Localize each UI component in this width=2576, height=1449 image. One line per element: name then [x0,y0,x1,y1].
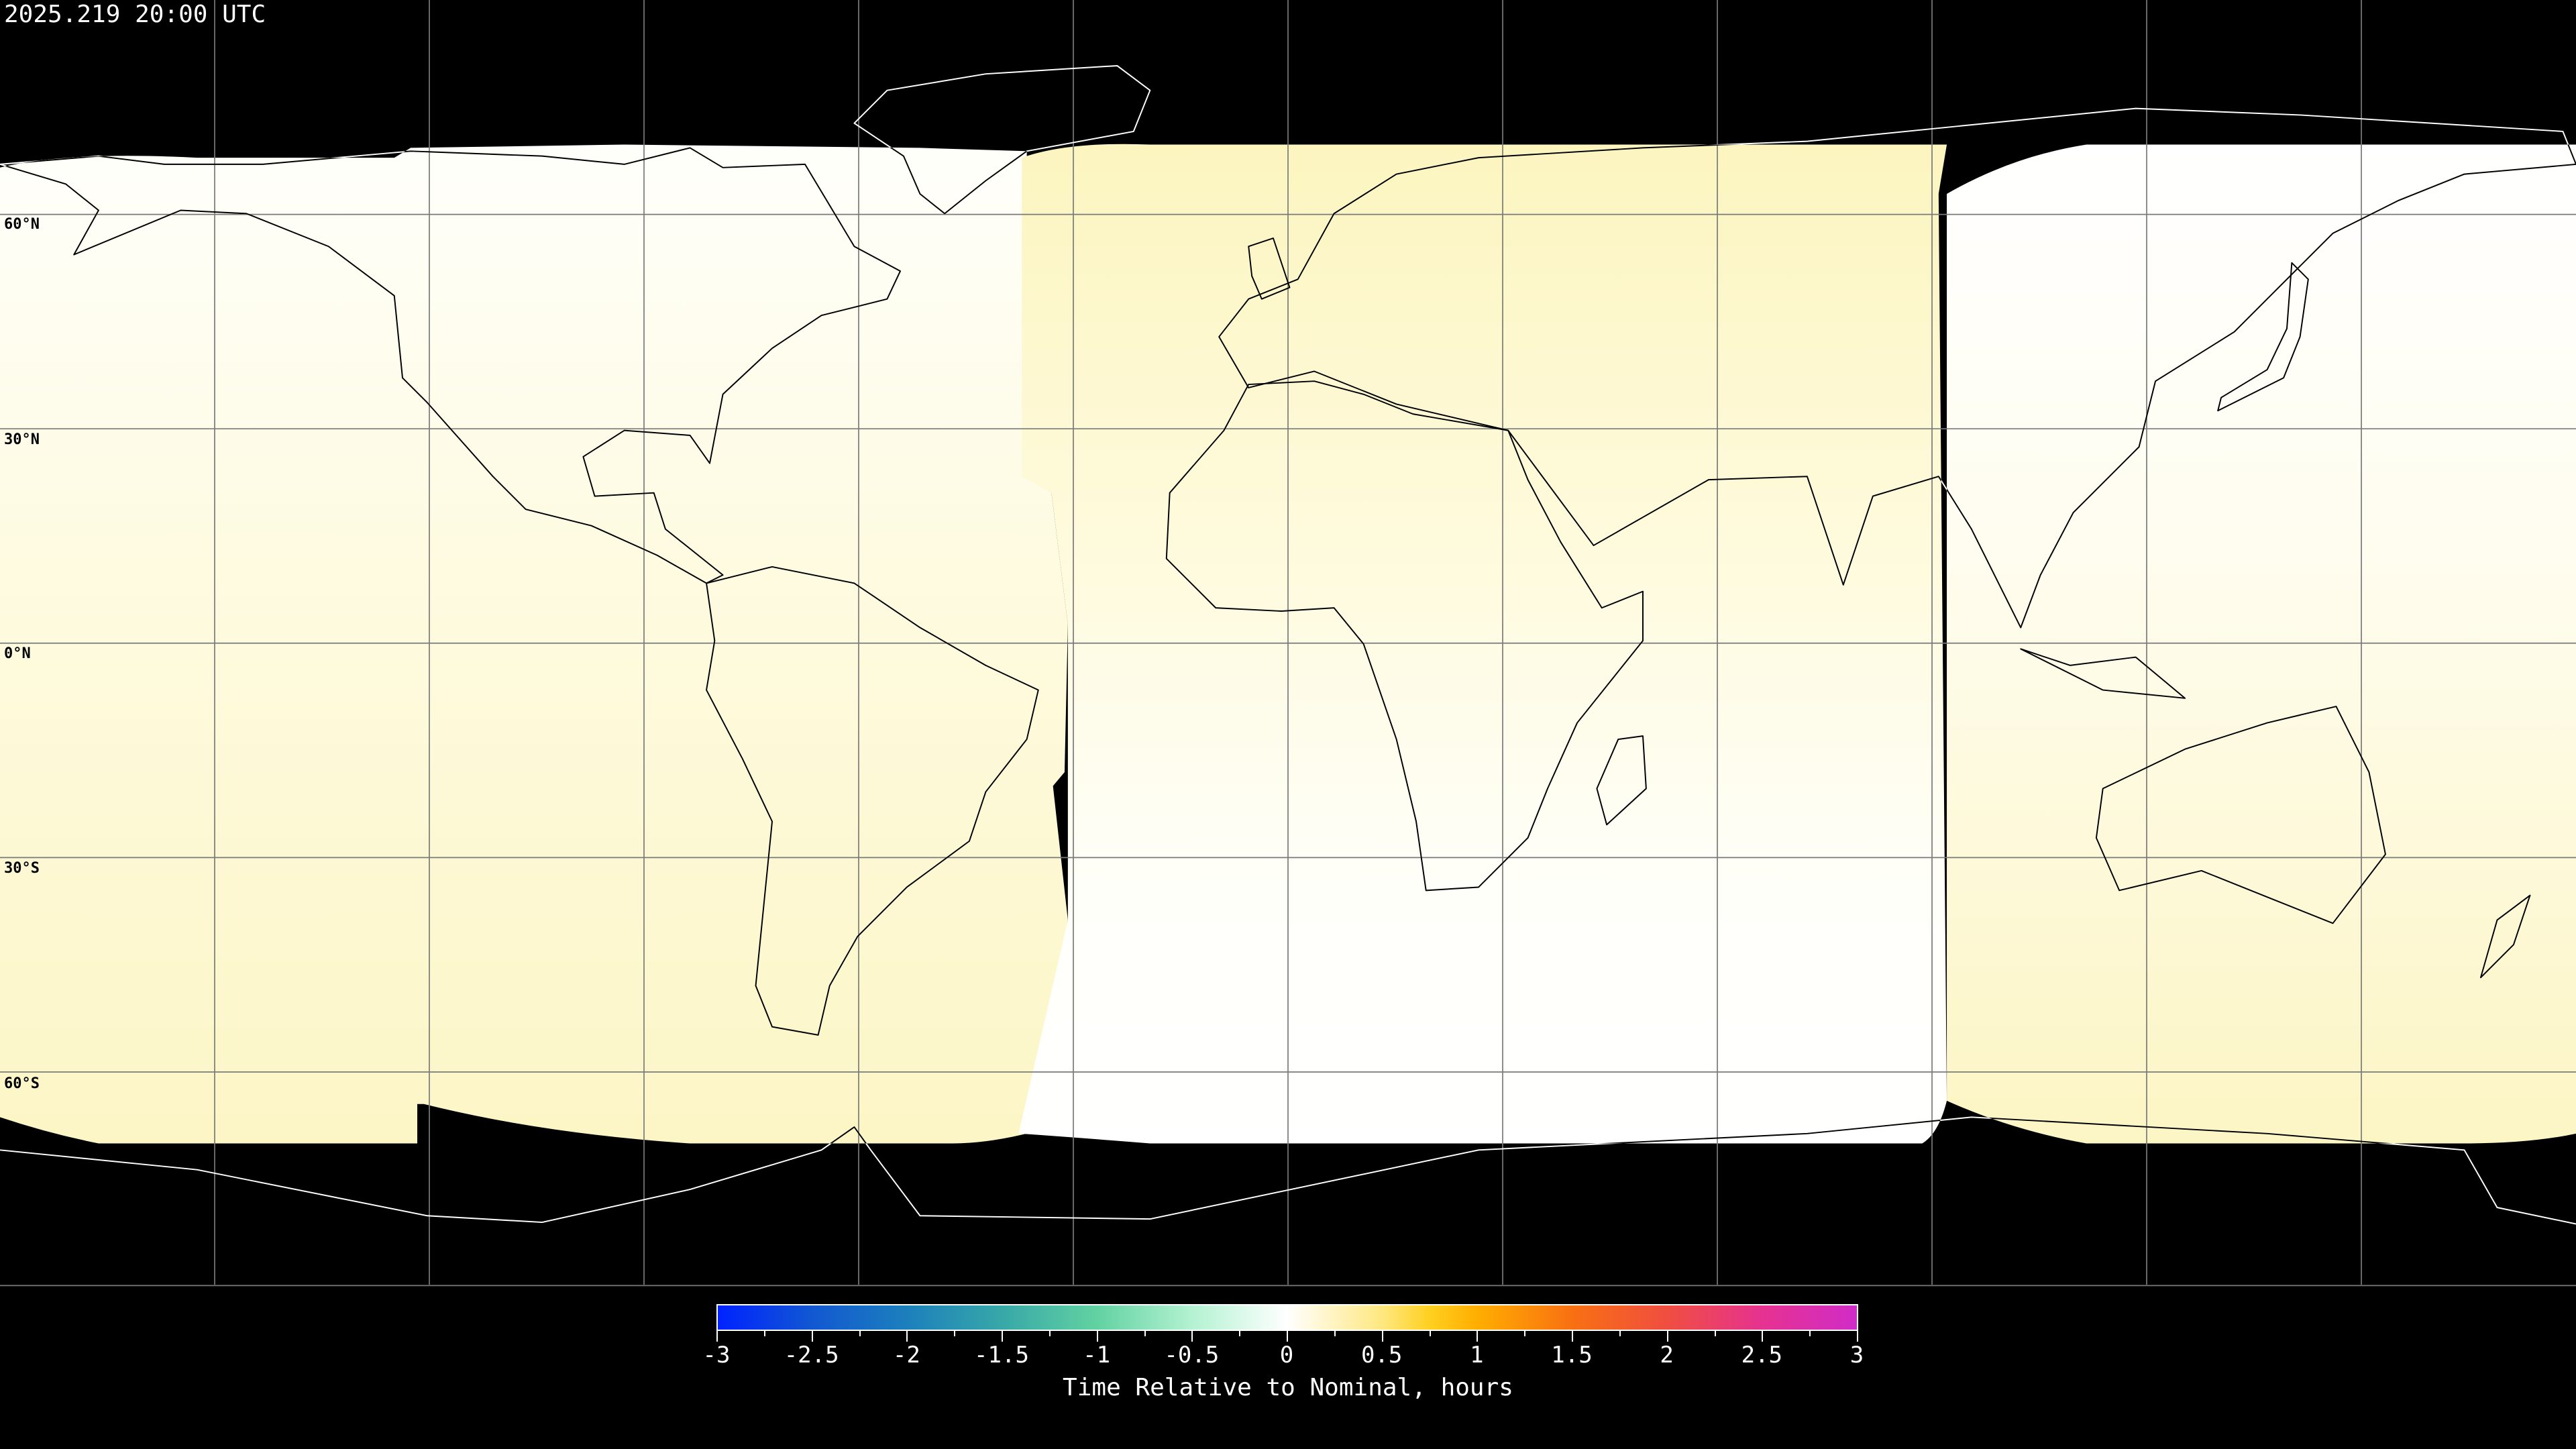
coastline-japan [2217,262,2309,412]
graticule [0,0,2576,1287]
colorbar-ticks: -3 -2.5 -2 -1.5 -1 -0.5 0 0.5 1 1.5 2 2.5 3 [703,1331,1864,1385]
colorbar-tick-label: 0 [1279,1342,1294,1368]
colorbar-tick-label: 0.5 [1360,1342,1403,1368]
colorbar-tick-label: 2.5 [1741,1342,1783,1368]
colorbar-major-tick [1572,1331,1573,1342]
colorbar-tick-label: 1.5 [1551,1342,1593,1368]
lat-label-60n: 60°N [4,216,40,233]
lat-label-30s: 30°S [4,860,40,877]
colorbar-major-tick [716,1331,718,1342]
coastline-madagascar [1596,735,1647,826]
colorbar-tick-label: -2 [892,1342,920,1368]
colorbar-major-tick [906,1331,908,1342]
timestamp-title: 2025.219 20:00 UTC [4,1,266,28]
coastline-south-america [706,566,1039,1036]
colorbar-major-tick [1666,1331,1668,1342]
colorbar-major-tick [1002,1331,1003,1342]
lat-label-60s: 60°S [4,1075,40,1092]
coastline-indonesia [2020,648,2186,699]
colorbar-major-tick [1287,1331,1288,1342]
colorbar-major-tick [1762,1331,1764,1342]
colorbar-minor-tick [763,1331,765,1336]
colorbar-major-tick [1477,1331,1479,1342]
colorbar-minor-tick [1334,1331,1336,1336]
coastline-australia [2095,706,2386,924]
colorbar-minor-tick [1714,1331,1716,1336]
coastline-africa [1165,380,1644,892]
colorbar-tick-label: -0.5 [1164,1342,1220,1368]
colorbar-minor-tick [1144,1331,1146,1336]
coastline-north-america [0,147,902,584]
colorbar-major-tick [1096,1331,1098,1342]
colorbar-major-tick [1191,1331,1193,1342]
lat-label-equator: 0°N [4,645,31,662]
colorbar-tick-label: -1 [1083,1342,1111,1368]
colorbar-minor-tick [1429,1331,1431,1336]
colorbar-tick-label: 1 [1470,1342,1484,1368]
coverage-segment-east [1947,144,2576,1144]
colorbar-tick-label: 2 [1660,1342,1674,1368]
coastline-greenland [853,144,1151,215]
coastline-great-britain [1248,237,1291,300]
colorbar-tick-label: -1.5 [974,1342,1029,1368]
colorbar-label: Time Relative to Nominal, hours [1063,1374,1513,1401]
colorbar-minor-tick [1809,1331,1811,1336]
colorbar-minor-tick [1049,1331,1051,1336]
coverage-segment-west [0,144,1068,1144]
colorbar-minor-tick [1239,1331,1241,1336]
coastlines-on-data [0,144,2576,1144]
lat-label-30n: 30°N [4,431,40,448]
colorbar-minor-tick [859,1331,861,1336]
colorbar-major-tick [1381,1331,1383,1342]
colorbar-minor-tick [1619,1331,1621,1336]
coastline-eurasia [1218,144,2576,629]
colorbar-tick-label: -2.5 [784,1342,839,1368]
colorbar [716,1304,1858,1331]
colorbar-minor-tick [1524,1331,1526,1336]
colorbar-minor-tick [954,1331,956,1336]
coastline-new-zealand [2480,894,2531,979]
colorbar-major-tick [811,1331,813,1342]
colorbar-tick-label: 3 [1849,1342,1864,1368]
colorbar-tick-label: -3 [702,1342,731,1368]
coastline-antarctica [0,1116,2576,1144]
colorbar-major-tick [1857,1331,1858,1342]
